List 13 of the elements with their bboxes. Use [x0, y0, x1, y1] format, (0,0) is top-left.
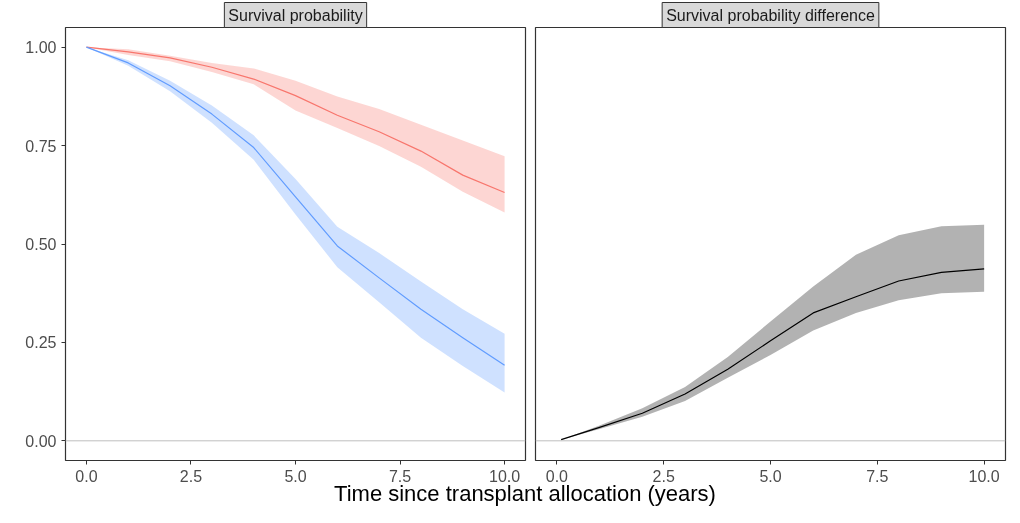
chart-title: Survival probability [228, 6, 363, 24]
x-tick-label: 10.0 [968, 467, 1000, 485]
y-tick-label: 1.00 [25, 39, 57, 57]
y-tick-label: 0.50 [25, 236, 57, 253]
chart-title: Survival probability difference [666, 6, 875, 24]
x-tick-label: 7.5 [866, 467, 889, 485]
x-tick-label: 2.5 [179, 467, 203, 485]
x-tick-label: 0.0 [75, 467, 98, 485]
y-tick-label: 0.00 [25, 432, 57, 450]
x-tick-label: 5.0 [759, 467, 782, 485]
y-tick-label: 0.25 [25, 334, 57, 352]
x-tick-label: 5.0 [284, 467, 307, 485]
y-tick-label: 0.75 [25, 137, 57, 155]
